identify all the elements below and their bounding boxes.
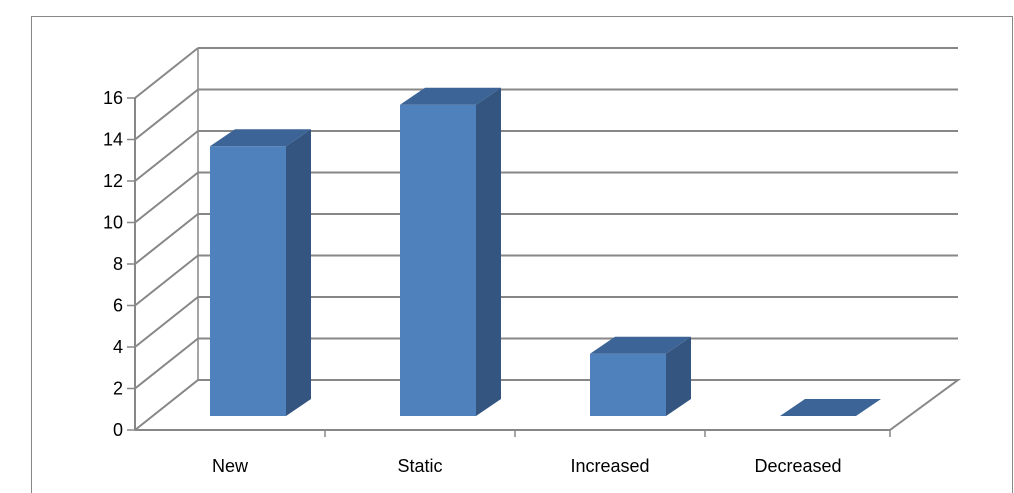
- bar-increased: [590, 336, 691, 416]
- side-wall-gridline: [134, 88, 199, 141]
- bar-top-face: [780, 399, 881, 416]
- side-wall-gridline: [134, 47, 199, 99]
- bar-top-face: [210, 129, 311, 147]
- side-wall-gridline: [134, 337, 199, 390]
- side-wall-gridline: [134, 171, 199, 224]
- y-tick-label: 12: [103, 171, 123, 191]
- y-tick-label: 0: [113, 420, 123, 440]
- side-wall-gridline: [134, 130, 199, 182]
- side-wall-gridline: [134, 254, 199, 307]
- y-tick-label: 6: [113, 296, 123, 316]
- bar-layer: [210, 87, 881, 416]
- bar-new: [210, 129, 311, 416]
- y-tick-label: 14: [103, 130, 123, 150]
- bar-front-face: [210, 146, 286, 416]
- bar-decreased: [780, 399, 881, 416]
- floor-outline: [134, 379, 962, 431]
- x-tick-label-new: New: [212, 456, 249, 476]
- bar-side-face: [286, 129, 311, 416]
- bar-side-face: [476, 87, 501, 416]
- bar-static: [400, 87, 501, 416]
- y-tick-label: 16: [103, 88, 123, 108]
- x-tick-label-static: Static: [397, 456, 442, 476]
- y-tick-label: 10: [103, 213, 123, 233]
- grid-layer: [127, 47, 962, 437]
- y-tick-label: 2: [113, 379, 123, 399]
- label-layer: 0 2 4 6 8 10 12 14 16 New Static Increased Decreased: [103, 88, 842, 476]
- y-tick-label: 8: [113, 254, 123, 274]
- bar-top-face: [590, 336, 691, 354]
- y-tick-label: 4: [113, 337, 123, 357]
- bar-front-face: [590, 353, 666, 416]
- chart-frame: [31, 16, 1013, 493]
- x-tick-label-increased: Increased: [570, 456, 649, 476]
- x-tick-label-decreased: Decreased: [754, 456, 841, 476]
- bar-side-face: [666, 336, 691, 416]
- side-wall-gridline: [134, 213, 199, 265]
- side-wall-gridline: [134, 296, 199, 348]
- bar-front-face: [400, 104, 476, 416]
- bar-top-face: [400, 87, 501, 105]
